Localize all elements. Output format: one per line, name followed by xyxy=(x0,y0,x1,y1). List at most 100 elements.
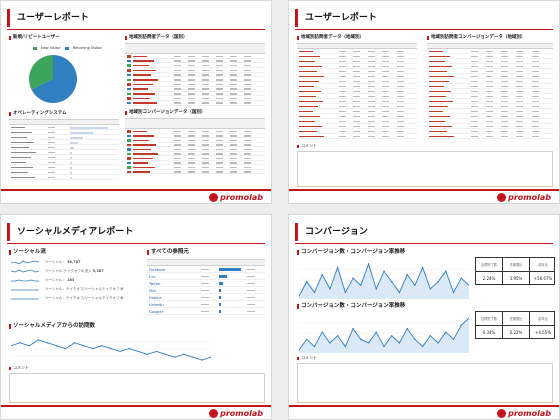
cell-bar xyxy=(69,151,73,154)
social-visits-line-point xyxy=(146,353,149,355)
comment-box[interactable] xyxy=(9,373,265,403)
table-row xyxy=(125,143,265,147)
cell-value xyxy=(382,75,390,78)
cell-value xyxy=(188,148,195,150)
cell-text xyxy=(133,157,153,159)
cell-value xyxy=(367,70,375,73)
referral-name[interactable]: Google+ xyxy=(149,309,165,314)
legend-swatch-returning xyxy=(64,47,69,50)
social-visits-line-point xyxy=(101,345,103,347)
cell-value xyxy=(516,55,524,58)
cell-value xyxy=(174,55,181,58)
cell-value xyxy=(230,148,237,150)
cell-value xyxy=(382,110,390,113)
cell-value xyxy=(216,148,223,150)
cell-value xyxy=(396,105,404,108)
cell-value xyxy=(396,55,404,58)
promolab-logo: promolab xyxy=(497,192,551,202)
cell-text xyxy=(11,146,29,149)
comment-box[interactable] xyxy=(297,363,553,403)
cell-value xyxy=(216,83,223,86)
comment-label: コメント xyxy=(297,143,317,149)
referral-name[interactable]: Mixi xyxy=(149,288,157,293)
cell-text xyxy=(11,166,33,169)
cell-value xyxy=(367,95,375,98)
metric-value: 0 xyxy=(120,287,123,291)
cell-value xyxy=(188,83,195,86)
cell-value xyxy=(202,83,209,86)
cell-value xyxy=(367,55,375,58)
cell-value xyxy=(202,88,209,90)
cell-text xyxy=(299,95,316,98)
cell-value xyxy=(396,75,404,78)
cv-line-2-point xyxy=(406,327,408,330)
cell-value xyxy=(531,105,539,108)
legend-swatch-new xyxy=(33,47,37,50)
cell-value xyxy=(367,135,375,138)
cell-value xyxy=(230,79,237,81)
cell-text xyxy=(299,90,321,93)
table-row xyxy=(297,84,417,89)
cell-value xyxy=(353,70,361,73)
referral-name[interactable]: Twitter xyxy=(149,281,161,286)
cv-line-2-area xyxy=(299,318,469,353)
cell-value xyxy=(244,97,251,100)
cell-value xyxy=(202,64,209,67)
cell-value xyxy=(174,157,181,159)
referral-name[interactable]: Linkedin xyxy=(149,302,164,307)
cv-line-2-point xyxy=(329,342,331,344)
section-geo-conversions: 地域別コンバージョンデータ（国別） xyxy=(125,110,205,116)
cv-line-1-point xyxy=(406,273,408,276)
kpi-table-2: 目標完了数 先期間比 前年比 0.34% 0.22% +4.55% xyxy=(475,311,555,339)
table-row xyxy=(427,84,553,89)
cell-bar xyxy=(219,268,241,271)
cell-value xyxy=(188,88,195,90)
cell-value xyxy=(339,50,346,53)
flag-icon xyxy=(127,134,131,137)
table-row xyxy=(427,49,553,54)
flag-icon xyxy=(127,64,131,67)
conversion-trend-chart-2 xyxy=(299,317,469,353)
cell-value xyxy=(353,75,361,78)
cell-value xyxy=(339,90,346,93)
cell-value xyxy=(47,146,55,149)
table-row xyxy=(125,134,265,138)
table-row xyxy=(297,89,417,94)
cell-value xyxy=(339,105,346,108)
kpi-header-3: 前年比 xyxy=(538,317,548,321)
cell-value xyxy=(174,130,181,132)
table-row xyxy=(297,99,417,104)
cell-value xyxy=(244,171,251,173)
table-row xyxy=(297,49,417,54)
referral-name[interactable]: Facebook xyxy=(149,267,166,272)
cell-value xyxy=(471,75,479,78)
cell-value xyxy=(230,88,237,90)
list-item: Google+ xyxy=(147,308,265,315)
cv-line-1-point xyxy=(421,266,424,269)
cv-line-1-point xyxy=(360,284,362,287)
cell-value xyxy=(202,162,209,164)
cell-value xyxy=(486,120,494,123)
table-row xyxy=(125,147,265,152)
table-row xyxy=(427,64,553,69)
cell-text xyxy=(133,162,148,164)
table-row xyxy=(297,74,417,79)
cell-bar xyxy=(69,166,72,169)
referral-name[interactable]: Hatena xyxy=(149,295,162,300)
cell-text xyxy=(133,74,151,76)
comment-box[interactable] xyxy=(297,151,553,187)
social-visits-line-point xyxy=(128,347,130,350)
geo-visits-body xyxy=(125,54,265,106)
cell-text xyxy=(429,80,449,83)
cell-value xyxy=(47,161,55,164)
cell-text xyxy=(299,135,324,138)
table-row xyxy=(125,161,265,165)
referral-name[interactable]: t.co xyxy=(149,274,156,279)
cell-text xyxy=(299,120,315,123)
cell-value xyxy=(516,90,524,93)
cell-value xyxy=(188,162,195,164)
metric-value: 5,387 xyxy=(92,269,104,273)
cell-value xyxy=(216,153,223,155)
cell-value xyxy=(339,110,346,113)
cell-value xyxy=(188,130,195,132)
